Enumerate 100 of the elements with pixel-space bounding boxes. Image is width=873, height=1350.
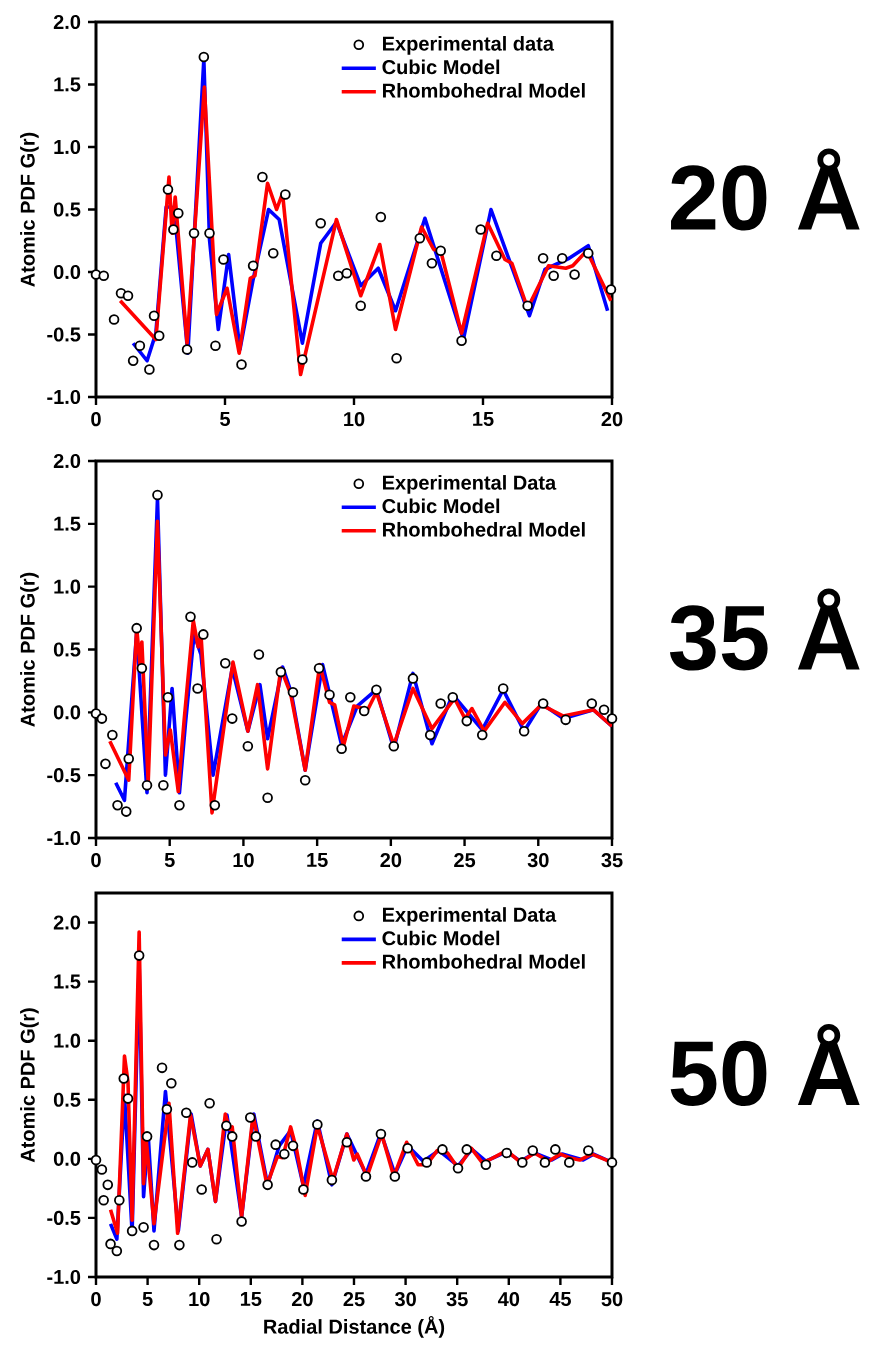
point — [161, 1103, 173, 1115]
y-tick-label: 0.5 — [53, 202, 81, 217]
x-tick-label: 50 — [601, 1292, 623, 1307]
point — [198, 629, 209, 640]
x-tick-label: 15 — [240, 1292, 262, 1306]
point — [156, 1062, 168, 1074]
point — [341, 1137, 353, 1148]
point — [275, 666, 287, 678]
point — [136, 663, 148, 674]
y-tick-label: 1.5 — [54, 77, 81, 92]
point — [262, 1179, 273, 1191]
point — [371, 684, 382, 696]
point — [360, 1171, 372, 1182]
x-tick-label: 0 — [91, 412, 101, 427]
point — [518, 725, 530, 737]
point — [257, 171, 268, 183]
y-tick-label: 0.0 — [53, 1151, 81, 1166]
y-tick-label: 1.0 — [54, 579, 81, 594]
point — [355, 300, 366, 312]
point — [180, 1107, 192, 1119]
point — [102, 1179, 114, 1191]
x-tick-label: 0 — [91, 853, 101, 868]
y-tick-label: 1.0 — [54, 139, 81, 155]
x-tick-label: 0 — [91, 1292, 101, 1307]
point — [447, 691, 459, 703]
point — [100, 758, 111, 770]
x-tick-label: 10 — [189, 1292, 210, 1307]
point — [98, 270, 110, 282]
point — [424, 729, 436, 741]
point — [131, 622, 142, 634]
point — [517, 1157, 528, 1168]
point — [152, 489, 163, 501]
point — [583, 1145, 594, 1156]
point — [569, 269, 580, 280]
point — [586, 698, 598, 709]
point — [168, 224, 179, 235]
point — [123, 753, 135, 765]
point — [298, 1184, 309, 1195]
y-tick-label: 0.0 — [53, 264, 81, 280]
point — [556, 252, 568, 264]
point — [144, 364, 155, 375]
y-tick-label: 0.5 — [53, 642, 81, 657]
point — [606, 713, 618, 724]
point — [173, 207, 184, 219]
x-tick-label: 35 — [601, 853, 623, 868]
point — [375, 211, 387, 223]
point — [90, 1154, 102, 1166]
point — [388, 740, 400, 752]
y-tick-label: 2.0 — [53, 14, 81, 30]
point — [96, 713, 108, 724]
x-tick-label: 5 — [142, 1292, 153, 1306]
point — [166, 1077, 177, 1089]
y-axis-title: Atomic PDF G(r) — [20, 1008, 39, 1163]
point — [527, 1145, 539, 1156]
point — [211, 1233, 222, 1245]
point — [98, 1194, 109, 1206]
point — [114, 1194, 125, 1206]
point — [312, 1119, 323, 1130]
point — [606, 1157, 618, 1168]
point — [108, 314, 120, 325]
point — [204, 1098, 215, 1109]
point — [198, 51, 210, 63]
point — [537, 698, 549, 709]
point — [262, 792, 273, 804]
legend-label: Rhombohedral Model — [383, 83, 585, 98]
text: 50 Å — [670, 1023, 860, 1107]
point — [174, 1239, 185, 1251]
point — [461, 1144, 473, 1155]
point — [218, 254, 229, 265]
x-tick-label: 25 — [454, 853, 476, 868]
legend-label: Rhombohedral Model — [383, 522, 585, 537]
x-tick-label: 35 — [446, 1292, 468, 1307]
point — [375, 1128, 387, 1140]
x-axis-title: Radial Distance (Å) — [264, 1315, 445, 1338]
point — [389, 1171, 401, 1182]
point — [181, 344, 193, 355]
point — [598, 704, 610, 716]
point — [244, 1112, 256, 1123]
point — [476, 729, 488, 741]
point — [358, 705, 370, 717]
point — [134, 340, 146, 352]
point — [112, 800, 123, 811]
legend-label: Cubic Model — [382, 498, 500, 514]
point — [315, 217, 327, 229]
x-tick-label: 20 — [291, 1292, 313, 1307]
point — [221, 1120, 232, 1132]
y-tick-label: 0.5 — [53, 1092, 81, 1107]
y-tick-label: -1.0 — [47, 389, 81, 405]
x-tick-label: 25 — [343, 1292, 365, 1307]
legend-label: Experimental Data — [383, 907, 557, 926]
point — [219, 658, 231, 669]
point — [250, 1131, 262, 1142]
point — [548, 270, 559, 282]
point — [324, 689, 335, 701]
point — [141, 1131, 153, 1142]
point — [435, 245, 446, 257]
y-tick-label: -0.5 — [47, 1210, 81, 1225]
point — [550, 1144, 561, 1155]
legend-label: Cubic Model — [382, 930, 500, 946]
point — [522, 300, 533, 312]
